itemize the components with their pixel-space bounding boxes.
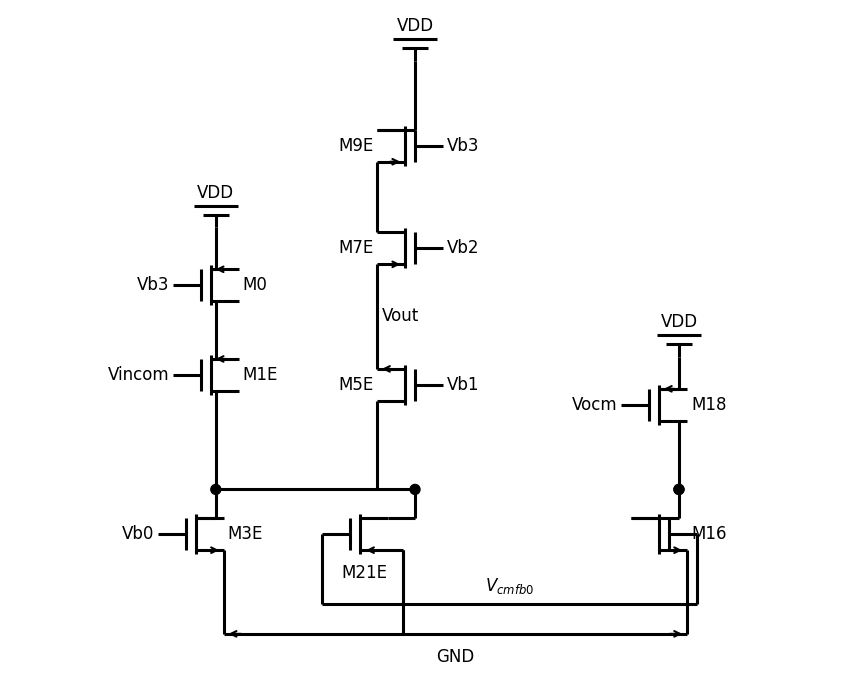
Text: Vb3: Vb3 <box>137 276 169 294</box>
Circle shape <box>410 484 420 494</box>
Text: Vb1: Vb1 <box>447 376 479 394</box>
Text: Vb0: Vb0 <box>122 525 154 543</box>
Text: VDD: VDD <box>660 313 697 331</box>
Text: M1E: M1E <box>243 366 278 384</box>
Text: M18: M18 <box>691 395 727 414</box>
Text: Vocm: Vocm <box>571 395 617 414</box>
Text: Vout: Vout <box>382 307 419 325</box>
Text: Vb2: Vb2 <box>447 239 479 257</box>
Text: Vincom: Vincom <box>107 366 169 384</box>
Text: M9E: M9E <box>338 137 373 155</box>
Text: M21E: M21E <box>341 564 387 582</box>
Text: M16: M16 <box>691 525 727 543</box>
Text: GND: GND <box>436 648 474 666</box>
Text: M3E: M3E <box>228 525 263 543</box>
Text: VDD: VDD <box>197 183 235 202</box>
Text: M7E: M7E <box>338 239 373 257</box>
Text: VDD: VDD <box>397 17 434 35</box>
Circle shape <box>211 484 221 494</box>
Text: Vb3: Vb3 <box>447 137 479 155</box>
Text: M5E: M5E <box>338 376 373 394</box>
Text: M0: M0 <box>243 276 268 294</box>
Text: $V_{cmfb0}$: $V_{cmfb0}$ <box>485 576 534 596</box>
Circle shape <box>674 484 684 494</box>
Circle shape <box>674 484 684 494</box>
